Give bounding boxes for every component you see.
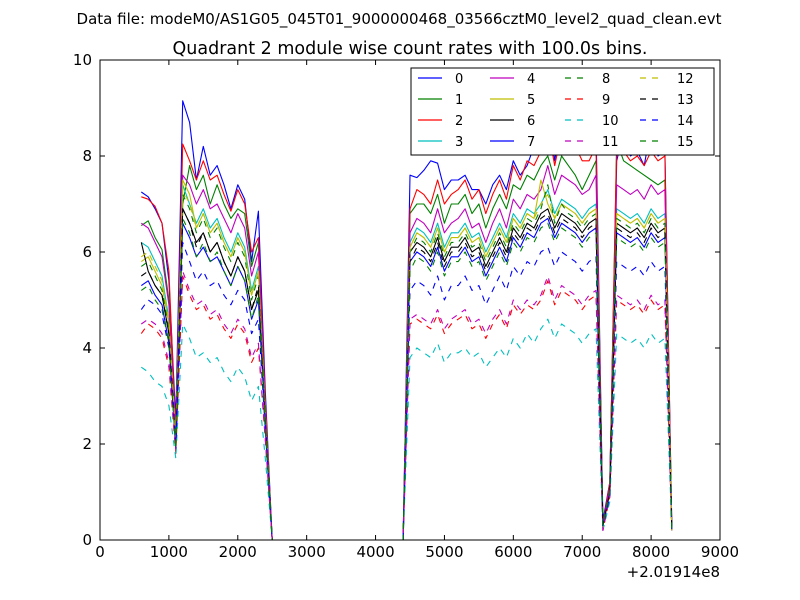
legend-label-12: 12 bbox=[677, 72, 694, 87]
y-tick-label: 8 bbox=[82, 147, 92, 165]
x-tick-label: 7000 bbox=[563, 543, 601, 561]
y-tick-label: 10 bbox=[73, 51, 92, 69]
series-line-10 bbox=[140, 318, 673, 540]
legend-label-14: 14 bbox=[677, 114, 694, 129]
legend-label-9: 9 bbox=[602, 93, 610, 108]
legend-label-2: 2 bbox=[455, 114, 463, 129]
legend-label-15: 15 bbox=[677, 135, 694, 150]
figure-suptitle: Data file: modeM0/AS1G05_045T01_90000004… bbox=[77, 10, 722, 29]
legend-label-0: 0 bbox=[455, 72, 463, 87]
y-tick-label: 6 bbox=[82, 243, 92, 261]
legend-frame bbox=[410, 67, 715, 156]
series-line-13 bbox=[140, 208, 673, 540]
x-tick-label: 3000 bbox=[288, 543, 326, 561]
legend-label-4: 4 bbox=[527, 72, 535, 87]
x-tick-label: 9000 bbox=[701, 543, 739, 561]
legend-label-6: 6 bbox=[527, 114, 535, 129]
x-axis: 0 1000 2000 3000 4000 5000 6000 7000 8000 9000 bbox=[95, 60, 739, 561]
chart-title: Quadrant 2 module wise count rates with … bbox=[173, 39, 648, 59]
x-tick-label: 5000 bbox=[425, 543, 463, 561]
x-tick-label: 1000 bbox=[150, 543, 188, 561]
series-line-0 bbox=[140, 100, 673, 540]
x-tick-label: 0 bbox=[95, 543, 105, 561]
x-tick-label: 8000 bbox=[632, 543, 670, 561]
x-offset-label: +2.01914e8 bbox=[627, 563, 720, 581]
series-layer bbox=[140, 100, 673, 540]
series-line-15 bbox=[140, 217, 673, 540]
legend-label-1: 1 bbox=[455, 93, 463, 108]
x-tick-label: 4000 bbox=[356, 543, 394, 561]
x-tick-label: 2000 bbox=[219, 543, 257, 561]
series-line-6 bbox=[140, 208, 673, 540]
legend-label-3: 3 bbox=[455, 135, 463, 150]
x-tick-label: 6000 bbox=[494, 543, 532, 561]
legend-label-8: 8 bbox=[602, 72, 610, 87]
y-tick-label: 2 bbox=[82, 435, 92, 453]
legend-label-10: 10 bbox=[602, 114, 619, 129]
legend-label-13: 13 bbox=[677, 93, 694, 108]
legend-label-11: 11 bbox=[602, 135, 619, 150]
y-tick-label: 0 bbox=[82, 531, 92, 549]
plot-frame bbox=[99, 59, 721, 541]
legend-label-7: 7 bbox=[527, 135, 535, 150]
y-tick-label: 4 bbox=[82, 339, 92, 357]
legend-label-5: 5 bbox=[527, 93, 535, 108]
